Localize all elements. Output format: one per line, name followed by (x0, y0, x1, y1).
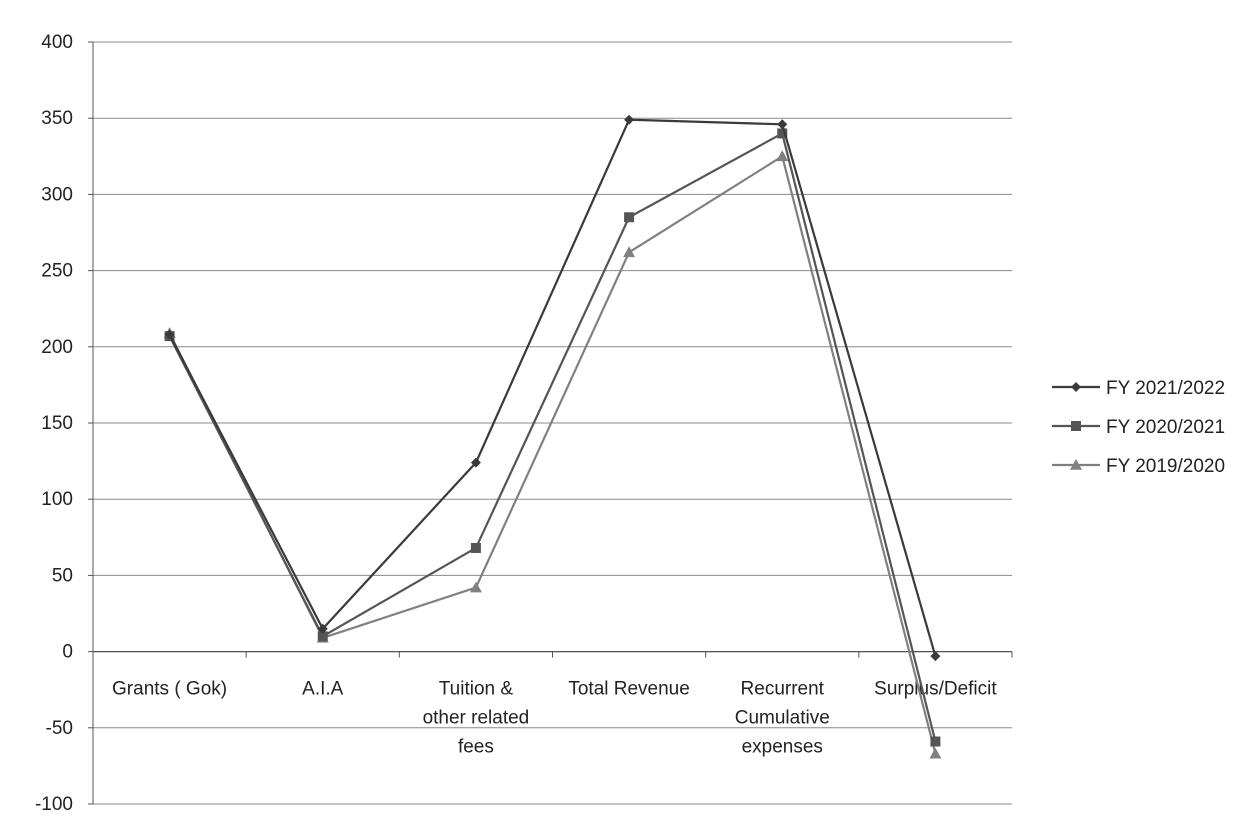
diamond-marker (164, 329, 175, 340)
y-tick-label: 0 (62, 642, 73, 663)
square-marker (470, 542, 481, 553)
triangle-marker (623, 246, 636, 258)
y-tick-label: 300 (41, 184, 73, 205)
x-category-label-line: A.I.A (302, 679, 344, 700)
series-line (168, 118, 937, 657)
x-category-label: A.I.A (302, 679, 344, 700)
y-tick-label: 250 (41, 261, 73, 282)
x-category-label: Total Revenue (568, 679, 689, 700)
x-category-label: Tuition & other related fees (423, 679, 530, 758)
diamond-marker (930, 651, 941, 662)
diamond-marker (1071, 382, 1081, 392)
axes (88, 41, 1013, 805)
diamond-marker (777, 119, 788, 130)
triangle-marker (1070, 459, 1082, 470)
x-category-label: Recurrent Cumulative expenses (735, 679, 830, 758)
diamond-marker (317, 623, 328, 634)
y-tick-label: 50 (52, 565, 73, 586)
x-category-labels: Grants ( Gok) A.I.A Tuition & other related… (112, 679, 997, 758)
square-marker (624, 212, 635, 223)
legend-label: FY 2019/2020 (1106, 456, 1225, 477)
y-tick-label: 400 (41, 32, 73, 53)
y-tick-labels: 400 350 300 250 200 150 100 50 0 -50 -100 (35, 32, 73, 815)
y-tick-label: -100 (35, 794, 73, 815)
diamond-marker (624, 114, 635, 125)
square-marker (777, 128, 788, 139)
triangle-marker (776, 150, 789, 162)
series-line (168, 132, 937, 742)
x-category-label: Surplus/Deficit (874, 679, 997, 700)
square-marker (930, 736, 941, 747)
y-tick-label: 200 (41, 337, 73, 358)
square-marker (317, 631, 328, 642)
square-marker (1071, 421, 1081, 431)
y-tick-label: 150 (41, 413, 73, 434)
legend-label: FY 2021/2022 (1106, 378, 1225, 399)
x-category-label: Grants ( Gok) (112, 679, 227, 700)
series-line (168, 155, 937, 754)
x-category-label-line: Grants ( Gok) (112, 679, 227, 700)
legend: FY 2021/2022 FY 2020/2021 FY 2019/2020 (1052, 378, 1225, 477)
x-category-label-line: Surplus/Deficit (874, 679, 997, 700)
y-tick-label: 350 (41, 108, 73, 129)
triangle-marker (469, 581, 482, 593)
series-lines (163, 114, 942, 759)
y-tick-label: -50 (46, 718, 73, 739)
diamond-marker (470, 457, 481, 468)
x-category-label-line: expenses (742, 737, 823, 758)
series-diamond (164, 114, 941, 662)
x-category-label-line: Cumulative (735, 708, 830, 729)
x-category-label-line: Recurrent (741, 679, 825, 700)
series-triangle (163, 150, 942, 759)
x-category-label-line: fees (458, 737, 494, 758)
triangle-marker (929, 747, 942, 759)
x-category-label-line: other related (423, 708, 530, 729)
x-category-label-line: Total Revenue (568, 679, 689, 700)
legend-label: FY 2020/2021 (1106, 417, 1225, 438)
y-tick-label: 100 (41, 489, 73, 510)
x-category-label-line: Tuition & (439, 679, 514, 700)
